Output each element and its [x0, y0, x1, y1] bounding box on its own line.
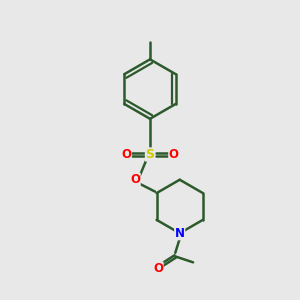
Text: O: O: [121, 148, 131, 161]
Text: S: S: [146, 148, 154, 161]
Text: O: O: [130, 173, 140, 186]
Text: O: O: [153, 262, 163, 275]
Text: O: O: [169, 148, 179, 161]
Text: N: N: [175, 227, 185, 240]
